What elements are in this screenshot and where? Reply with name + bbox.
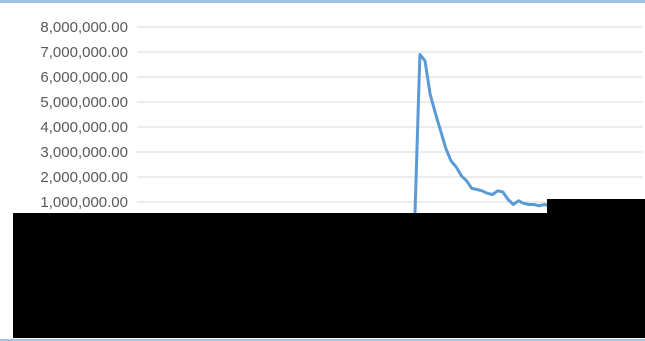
occlusion-block-top-right xyxy=(547,199,645,215)
y-tick-label: 5,000,000.00 xyxy=(40,94,128,111)
occlusion-block xyxy=(13,213,645,338)
y-tick-label: 7,000,000.00 xyxy=(40,44,128,61)
y-tick-label: 2,000,000.00 xyxy=(40,169,128,186)
series-layer xyxy=(148,53,645,225)
series-line xyxy=(148,53,645,225)
y-tick-label: 1,000,000.00 xyxy=(40,194,128,211)
y-axis-tick-labels: 1,000,000.00 2,000,000.00 3,000,000.00 4,00… xyxy=(40,19,128,211)
y-tick-label: 4,000,000.00 xyxy=(40,119,128,136)
gridlines xyxy=(137,26,643,203)
y-tick-label: 8,000,000.00 xyxy=(40,19,128,36)
y-tick-label: 3,000,000.00 xyxy=(40,144,128,161)
y-tick-label: 6,000,000.00 xyxy=(40,69,128,86)
